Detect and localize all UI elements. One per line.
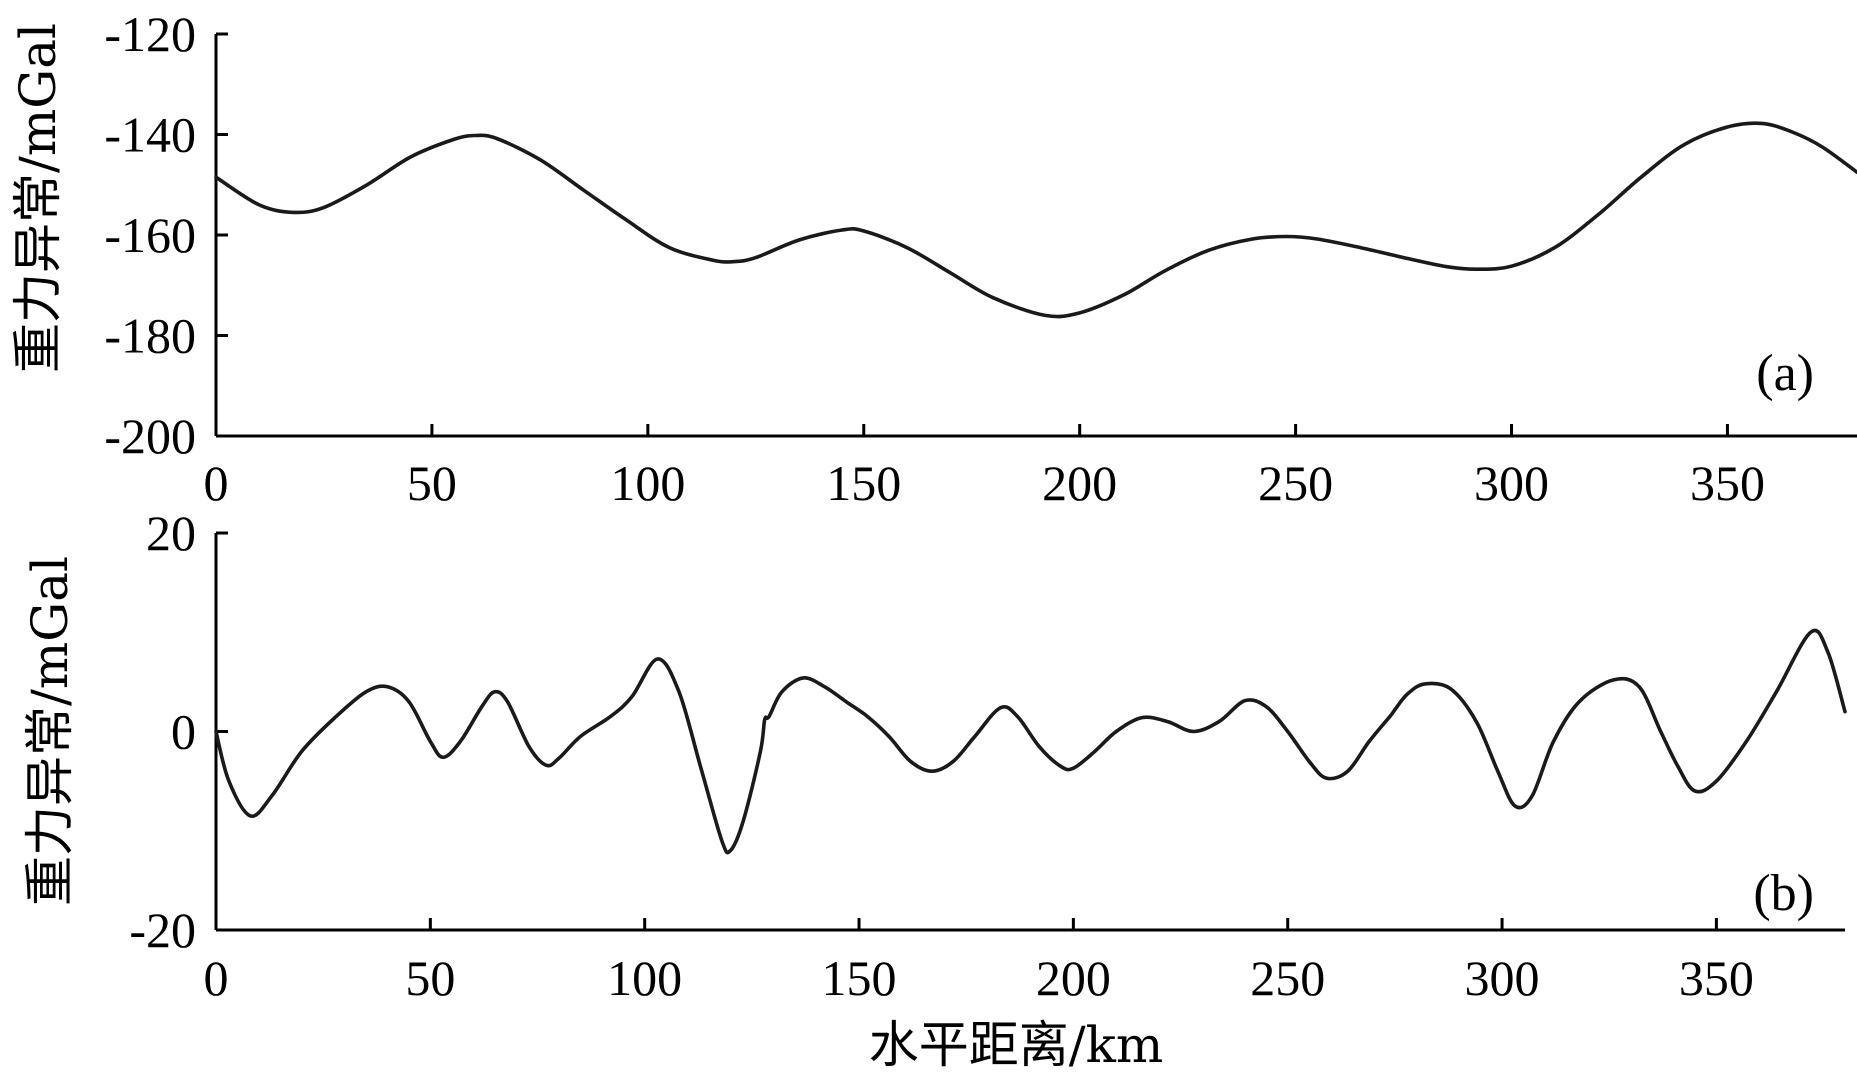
panel-b-x-tick-label: 250 (1250, 950, 1325, 1006)
panel-b-x-tick-label: 350 (1679, 950, 1754, 1006)
panel-b-x-tick-label: 150 (822, 950, 897, 1006)
panel-a-x-tick-label: 350 (1690, 455, 1765, 511)
panel-a-y-tick-label: -120 (104, 6, 196, 62)
panel-b-x-tick-label: 300 (1465, 950, 1540, 1006)
panel-a-x-tick-label: 250 (1258, 455, 1333, 511)
panel-b-xlabel: 水平距离/km (869, 1016, 1164, 1074)
panel-a-x-tick-label: 300 (1474, 455, 1549, 511)
panel-b-x-tick-label: 100 (607, 950, 682, 1006)
panel-a-y-tick-label: -200 (104, 408, 196, 464)
panel-a-series-line (214, 121, 1857, 319)
panel-a-x-tick-label: 100 (610, 455, 685, 511)
panel-b-x-tick-label: 0 (204, 950, 229, 1006)
panel-a-ylabel: 重力异常/mGal (9, 23, 67, 373)
panel-b-y-tick-label: 0 (171, 704, 196, 760)
panel-b-ylabel: 重力异常/mGal (21, 556, 79, 906)
panel-a-label: (a) (1756, 345, 1814, 402)
panel-b-label: (b) (1753, 865, 1814, 922)
panel-b-y-tick-label: -20 (129, 902, 196, 958)
panel-b: 重力异常/mGal (b) 水平距离/km 200-200 50 100 150 200… (21, 505, 1847, 1074)
panel-b-x-tick-label: 200 (1036, 950, 1111, 1006)
panel-a-y-tick-label: -180 (104, 308, 196, 364)
panel-a-x-tick-label: 0 (204, 455, 229, 511)
panel-a-y-tick-label: -160 (104, 207, 196, 263)
panel-a-x-tick-label: 50 (407, 455, 457, 511)
panel-a-x-tick-label: 200 (1042, 455, 1117, 511)
panel-a-x-tick-label: 150 (826, 455, 901, 511)
panel-b-x-tick-label: 50 (405, 950, 455, 1006)
panel-b-series-line (214, 628, 1847, 855)
panel-b-y-tick-label: 20 (146, 505, 196, 561)
panel-a-y-tick-label: -140 (104, 107, 196, 163)
